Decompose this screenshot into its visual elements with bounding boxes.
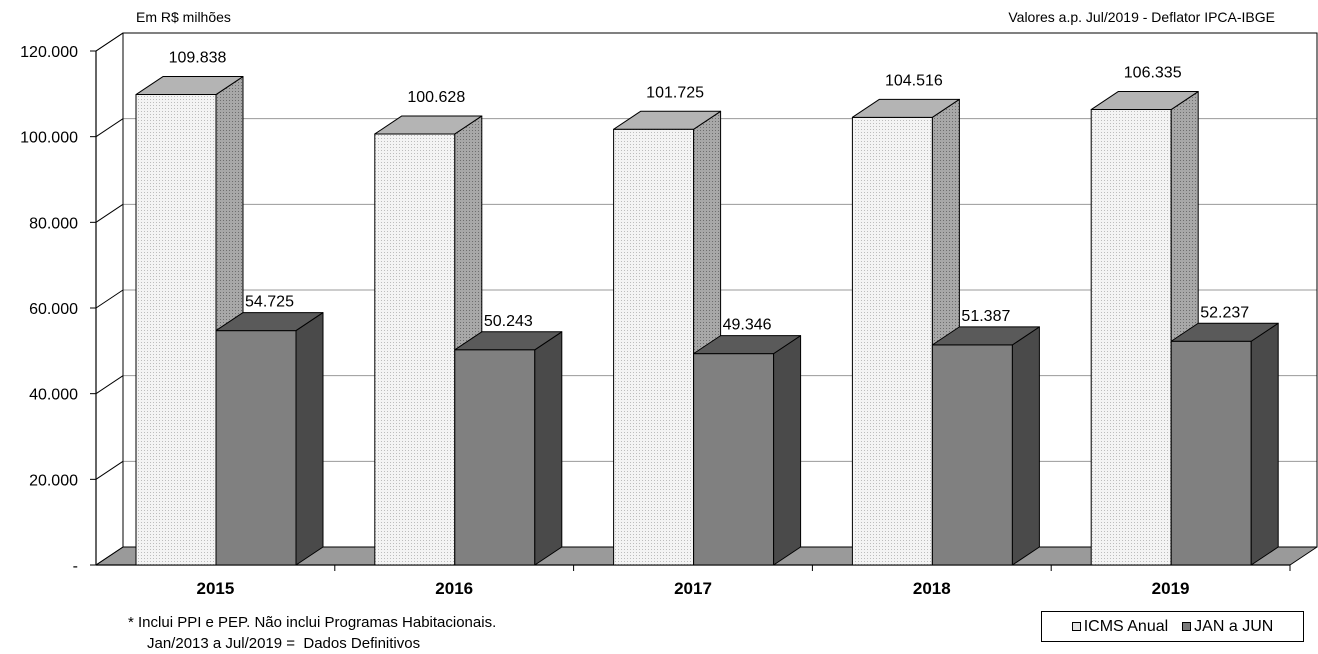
bar-icms-2018-top xyxy=(851,98,960,118)
bar-icms-2018-front xyxy=(851,116,933,566)
data-label-jan-jun-2015: 54.725 xyxy=(245,294,294,311)
data-label-icms-2019: 106.335 xyxy=(1124,65,1182,82)
bar-jan-jun-2017-front xyxy=(693,353,775,566)
bar-icms-2015-top xyxy=(135,76,244,96)
legend-item-icms: ICMS Anual xyxy=(1071,617,1169,636)
bar-jan-jun-2015-side xyxy=(295,312,324,566)
subtitle-right: Valores a.p. Jul/2019 - Deflator IPCA-IB… xyxy=(1008,9,1275,25)
wall-tick xyxy=(95,289,124,309)
x-tick-label-2016: 2016 xyxy=(435,579,473,598)
bar-jan-jun-2018 xyxy=(931,326,1040,566)
footnote-line-2: Jan/2013 a Jul/2019 = Dados Definitivos xyxy=(147,635,421,652)
bar-jan-jun-2016 xyxy=(454,331,563,566)
left-wall-top xyxy=(95,32,124,52)
bar-jan-jun-2017-top xyxy=(693,335,802,355)
bar-jan-jun-2018-front xyxy=(931,344,1013,566)
y-tick-label: - xyxy=(73,558,78,575)
bar-jan-jun-2017 xyxy=(693,335,802,566)
bar-jan-jun-2018-top xyxy=(931,326,1040,346)
x-tick-label-2018: 2018 xyxy=(913,579,951,598)
bar-icms-2016-top xyxy=(374,115,483,135)
data-label-jan-jun-2017: 49.346 xyxy=(723,317,772,334)
legend-swatch-jan-jun xyxy=(1182,622,1192,631)
bar-jan-jun-2019-side xyxy=(1250,322,1279,566)
bar-jan-jun-2019 xyxy=(1170,322,1279,566)
bar-jan-jun-2015 xyxy=(215,312,324,566)
data-label-icms-2018: 104.516 xyxy=(885,72,943,89)
y-tick-label: 100.000 xyxy=(20,130,78,147)
bar-icms-2016-front xyxy=(374,133,456,566)
bar-jan-jun-2015-top xyxy=(215,312,324,332)
legend-item-jan-jun: JAN a JUN xyxy=(1182,618,1273,636)
y-tick-label: 120.000 xyxy=(20,44,78,61)
bar-jan-jun-2019-front xyxy=(1170,340,1252,566)
y-tick-label: 20.000 xyxy=(29,472,78,489)
data-label-jan-jun-2018: 51.387 xyxy=(961,308,1010,325)
bar-jan-jun-2018-side xyxy=(1011,326,1040,566)
data-label-icms-2017: 101.725 xyxy=(646,84,704,101)
wall-tick xyxy=(95,460,124,480)
y-tick-label: 60.000 xyxy=(29,301,78,318)
y-tick-label: 80.000 xyxy=(29,215,78,232)
bars-layer xyxy=(135,76,1279,566)
bar-jan-jun-2016-side xyxy=(534,331,563,566)
footnote-line-1: * Inclui PPI e PEP. Não inclui Programas… xyxy=(128,614,497,631)
data-label-icms-2015: 109.838 xyxy=(169,50,227,67)
legend-swatch-icms xyxy=(1071,622,1081,631)
bar-jan-jun-2017-side xyxy=(773,335,802,566)
bar-icms-2015 xyxy=(135,76,244,566)
bar-jan-jun-2016-top xyxy=(454,331,563,351)
wall-tick xyxy=(95,203,124,223)
wall-tick xyxy=(95,118,124,138)
wall-tick xyxy=(95,546,124,566)
x-tick-label-2019: 2019 xyxy=(1152,579,1190,598)
bar-icms-2017-front xyxy=(613,128,695,566)
bar-jan-jun-2015-front xyxy=(215,330,297,566)
wall-tick xyxy=(95,375,124,395)
legend-label-icms: ICMS Anual xyxy=(1083,617,1169,635)
labels-layer: - 20.000 40.000 60.000 80.000 100.000 120.000 1… xyxy=(20,44,1249,598)
legend-label-jan-jun: JAN a JUN xyxy=(1194,617,1274,635)
bar-icms-2019-top xyxy=(1090,91,1199,111)
bar-jan-jun-2016-front xyxy=(454,349,536,566)
legend: ICMS Anual JAN a JUN xyxy=(1041,611,1304,642)
data-label-jan-jun-2016: 50.243 xyxy=(484,313,533,330)
bar-icms-2019-front xyxy=(1090,109,1172,566)
data-label-jan-jun-2019: 52.237 xyxy=(1200,304,1249,321)
bar-icms-2015-front xyxy=(135,94,217,566)
x-tick-label-2015: 2015 xyxy=(196,579,234,598)
bar-icms-2017-top xyxy=(613,110,722,130)
y-tick-label: 40.000 xyxy=(29,387,78,404)
data-label-icms-2016: 100.628 xyxy=(407,89,465,106)
bar-jan-jun-2019-top xyxy=(1170,322,1279,342)
x-tick-label-2017: 2017 xyxy=(674,579,712,598)
subtitle-left: Em R$ milhões xyxy=(136,9,231,25)
